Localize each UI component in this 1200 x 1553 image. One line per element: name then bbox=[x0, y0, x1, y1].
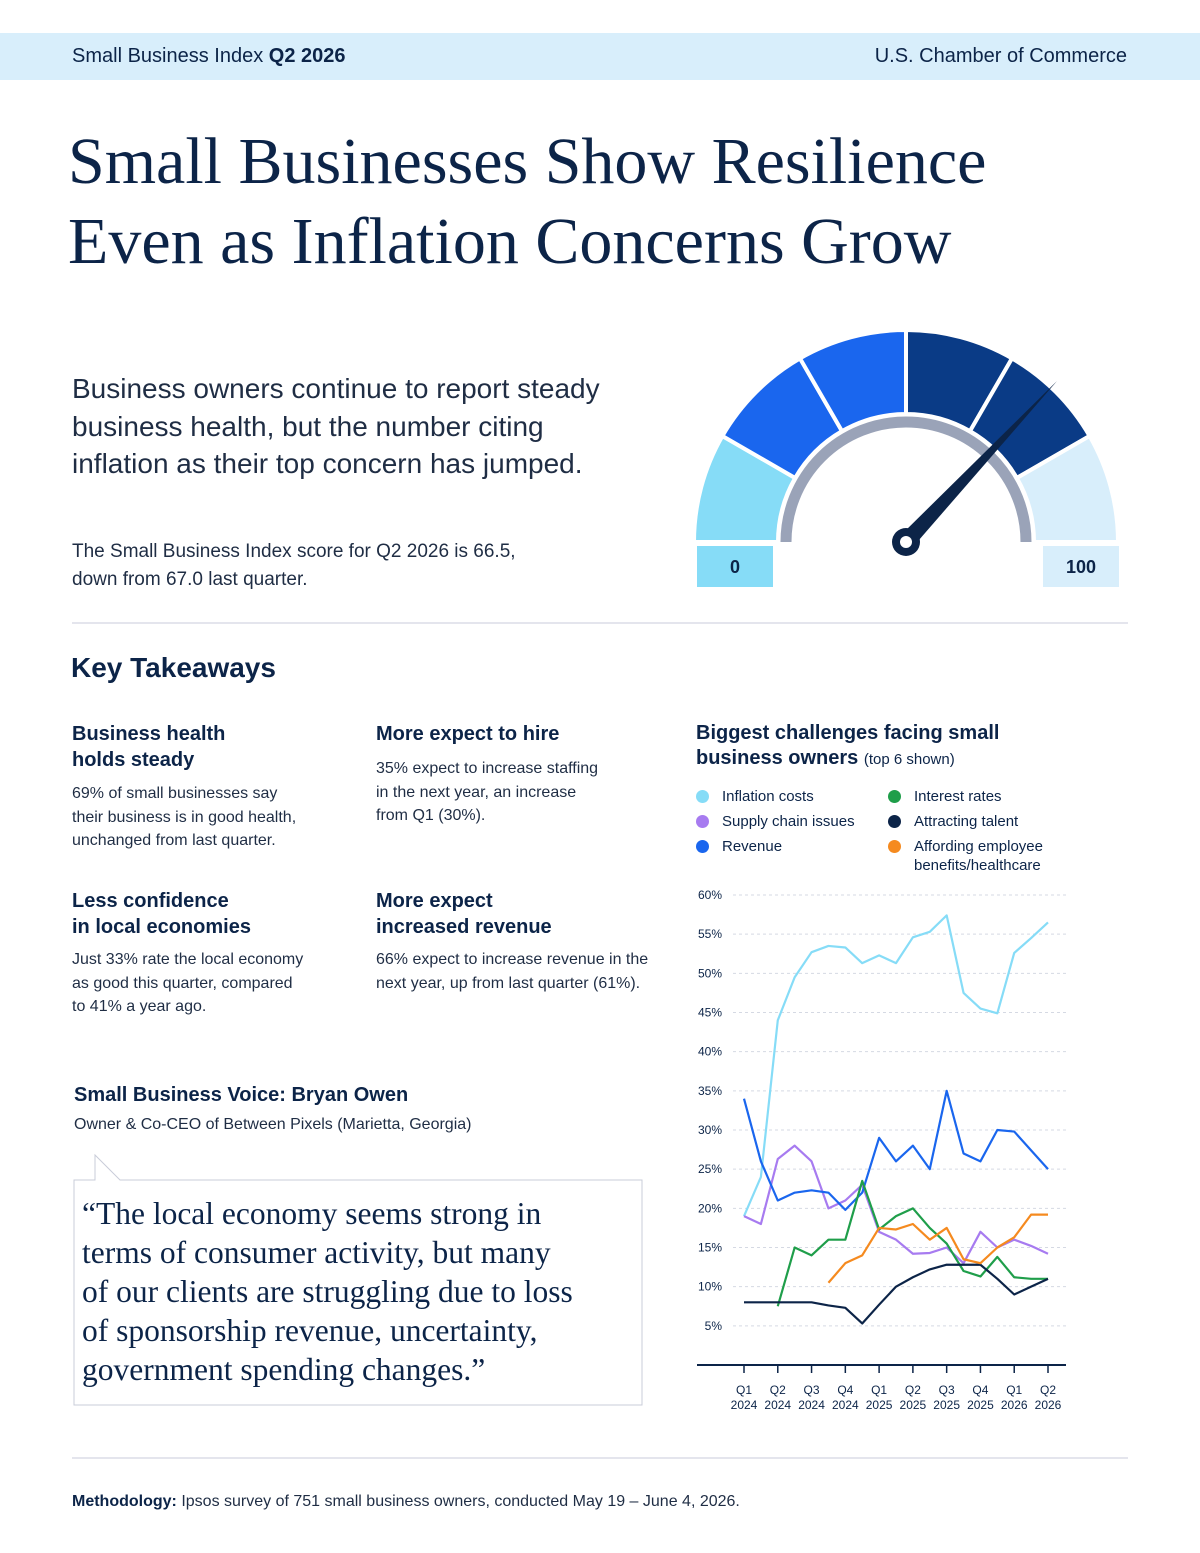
legend-item: Attracting talent bbox=[888, 812, 1058, 831]
header-left: Small Business Index Q2 2026 bbox=[72, 45, 346, 68]
y-tick-label: 60% bbox=[698, 888, 722, 902]
methodology-text: Ipsos survey of 751 small business owner… bbox=[181, 1493, 740, 1510]
legend-swatch bbox=[696, 815, 709, 828]
gauge-min-box bbox=[697, 546, 773, 587]
legend-swatch bbox=[888, 840, 901, 853]
y-tick-label: 20% bbox=[698, 1201, 722, 1215]
y-tick-label: 25% bbox=[698, 1162, 722, 1176]
legend-item: Interest rates bbox=[888, 787, 1058, 806]
series-line bbox=[776, 1179, 1048, 1307]
methodology: Methodology: Ipsos survey of 751 small b… bbox=[72, 1493, 740, 1511]
series-line bbox=[744, 1263, 1049, 1325]
index-name: Small Business Index bbox=[72, 45, 264, 67]
y-tick-label: 15% bbox=[698, 1241, 722, 1255]
x-tick-label: Q3 2024 bbox=[798, 1383, 825, 1412]
takeaway-text: Just 33% rate the local economy as good … bbox=[72, 951, 304, 1015]
gauge-max: 100 bbox=[1065, 557, 1097, 577]
series-line bbox=[827, 1213, 1048, 1284]
x-tick-label: Q1 2025 bbox=[865, 1383, 893, 1412]
page-title: Small Businesses Show Resilience Even as… bbox=[68, 125, 987, 278]
header-band bbox=[0, 33, 1200, 80]
y-tick-label: 50% bbox=[698, 966, 722, 980]
gauge-min: 0 bbox=[729, 557, 740, 577]
publisher: U.S. Chamber of Commerce bbox=[874, 45, 1127, 67]
score-text: The Small Business Index score for Q2 20… bbox=[72, 541, 516, 590]
quote: “The local economy seems strong in terms… bbox=[82, 1196, 573, 1387]
series-line bbox=[742, 914, 1049, 1217]
takeaway-text: 69% of small businesses say their busine… bbox=[72, 785, 297, 849]
legend-label: Revenue bbox=[722, 838, 783, 855]
legend-label: Attracting talent bbox=[914, 813, 1019, 830]
intro: Business owners continue to report stead… bbox=[72, 373, 600, 479]
takeaway-heading: More expect to hire bbox=[376, 723, 560, 745]
x-tick-label: Q2 2025 bbox=[899, 1383, 927, 1412]
gauge-segment bbox=[1014, 433, 1121, 544]
takeaway-text: 66% expect to increase revenue in the ne… bbox=[376, 951, 649, 992]
legend-label: Inflation costs bbox=[722, 788, 814, 805]
chart: 5% 10% 15% 20% 25% 30% 35% 40% 45% 50% 55% 60% bbox=[697, 888, 1066, 1373]
y-tick-label: 55% bbox=[698, 927, 722, 941]
x-tick-label: Q4 2024 bbox=[831, 1383, 859, 1412]
gauge-max-box bbox=[1043, 546, 1119, 587]
legend-item: Supply chain issues bbox=[696, 812, 866, 831]
legend-swatch bbox=[888, 790, 901, 803]
legend-swatch bbox=[888, 815, 901, 828]
x-tick-label: Q4 2025 bbox=[967, 1383, 994, 1412]
voice-title: Small Business Voice: Bryan Owen bbox=[74, 1084, 409, 1106]
gauge-needle bbox=[900, 381, 1057, 548]
takeaway-heading: Business health holds steady bbox=[72, 723, 226, 771]
index-quarter: Q2 2026 bbox=[268, 45, 346, 67]
y-tick-label: 35% bbox=[698, 1084, 722, 1098]
takeaway-heading: Less confidence in local economies bbox=[72, 890, 251, 938]
y-tick-label: 5% bbox=[705, 1319, 723, 1333]
legend-item: Inflation costs bbox=[696, 787, 866, 806]
chart-subtitle: (top 6 shown) bbox=[863, 751, 955, 768]
y-tick-label: 40% bbox=[698, 1045, 722, 1059]
x-tick-label: Q2 2026 bbox=[1034, 1383, 1062, 1412]
series-line bbox=[742, 1089, 1049, 1211]
y-tick-label: 10% bbox=[698, 1280, 722, 1294]
voice-subtitle: Owner & Co-CEO of Between Pixels (Mariet… bbox=[74, 1116, 472, 1133]
chart-title: Biggest challenges facing small business… bbox=[696, 722, 1000, 769]
section-title: Key Takeaways bbox=[71, 652, 276, 683]
legend-item: Affording employee benefits/healthcare bbox=[888, 837, 1058, 875]
legend-label: Affording employee benefits/healthcare bbox=[914, 838, 1043, 874]
x-tick-label: Q1 2026 bbox=[1000, 1383, 1028, 1412]
methodology-label: Methodology: bbox=[72, 1493, 177, 1510]
gauge-hub-hole bbox=[900, 536, 912, 548]
x-tick-label: Q2 2024 bbox=[764, 1383, 792, 1412]
takeaway-heading: More expect increased revenue bbox=[376, 890, 552, 938]
legend-swatch bbox=[696, 840, 709, 853]
y-tick-label: 45% bbox=[698, 1006, 722, 1020]
x-tick-label: Q3 2025 bbox=[933, 1383, 960, 1412]
legend-label: Supply chain issues bbox=[722, 813, 855, 830]
y-tick-label: 30% bbox=[698, 1123, 722, 1137]
legend-swatch bbox=[696, 790, 709, 803]
gauge bbox=[691, 327, 1121, 587]
takeaway-text: 35% expect to increase staffing in the n… bbox=[376, 760, 599, 824]
gauge-inner-arc bbox=[780, 416, 1032, 543]
quote-box bbox=[73, 1153, 643, 1406]
legend-item: Revenue bbox=[696, 837, 866, 856]
legend-label: Interest rates bbox=[914, 788, 1002, 805]
x-tick-label: Q1 2024 bbox=[730, 1383, 758, 1412]
chart-heading: Biggest challenges facing small business… bbox=[696, 721, 1036, 772]
